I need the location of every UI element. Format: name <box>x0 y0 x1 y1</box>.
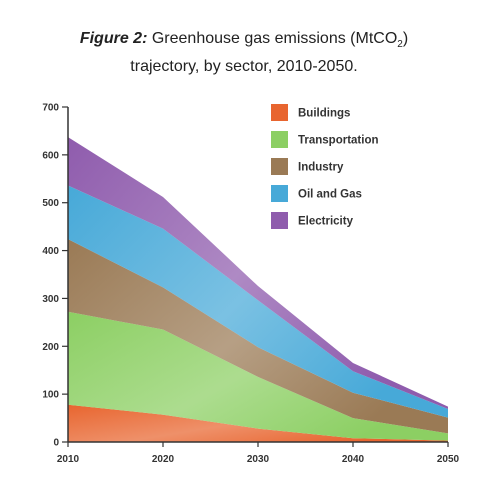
title-subscript: 2 <box>397 39 403 51</box>
legend-swatch <box>271 104 288 121</box>
legend-swatch <box>271 212 288 229</box>
legend-label: Electricity <box>298 216 354 228</box>
y-tick-label: 600 <box>42 150 59 161</box>
x-tick-label: 2040 <box>342 454 365 465</box>
area-buildings <box>68 404 448 442</box>
legend-label: Industry <box>298 162 344 174</box>
legend-label: Transportation <box>298 135 379 147</box>
y-tick-label: 400 <box>42 246 59 257</box>
y-tick-label: 0 <box>53 438 59 449</box>
chart-areas <box>68 137 448 442</box>
title-line-2: trajectory, by sector, 2010-2050. <box>130 58 358 76</box>
legend-swatch <box>271 185 288 202</box>
figure-label: Figure 2: <box>79 30 148 47</box>
area-electricity <box>68 137 448 409</box>
y-tick-label: 700 <box>42 103 59 114</box>
y-tick-label: 200 <box>42 342 59 353</box>
x-tick-label: 2010 <box>57 454 80 465</box>
chart-legend: Buildings Transportation Industry Oil and G… <box>271 104 379 229</box>
y-tick-label: 100 <box>42 390 59 401</box>
chart-title: Figure 2: Greenhouse gas emissions (MtCO… <box>0 28 488 78</box>
x-tick-label: 2050 <box>437 454 460 465</box>
chart-axes: 0 100 200 300 400 500 600 700 2010 2020 2030 2040 20… <box>42 103 459 466</box>
area-transportation <box>68 311 448 441</box>
legend-label: Buildings <box>298 108 350 120</box>
x-tick-label: 2030 <box>247 454 270 465</box>
legend-swatch <box>271 158 288 175</box>
x-tick-label: 2020 <box>152 454 175 465</box>
y-tick-label: 500 <box>42 198 59 209</box>
area-industry <box>68 239 448 434</box>
legend-label: Oil and Gas <box>298 189 362 201</box>
legend-swatch <box>271 131 288 148</box>
area-oil-and-gas <box>68 185 448 418</box>
title-line-1: Figure 2: Greenhouse gas emissions (MtCO… <box>0 28 488 56</box>
y-tick-label: 300 <box>42 294 59 305</box>
title-close: ) <box>402 30 409 47</box>
title-text: Greenhouse gas emissions (MtCO <box>151 30 398 47</box>
